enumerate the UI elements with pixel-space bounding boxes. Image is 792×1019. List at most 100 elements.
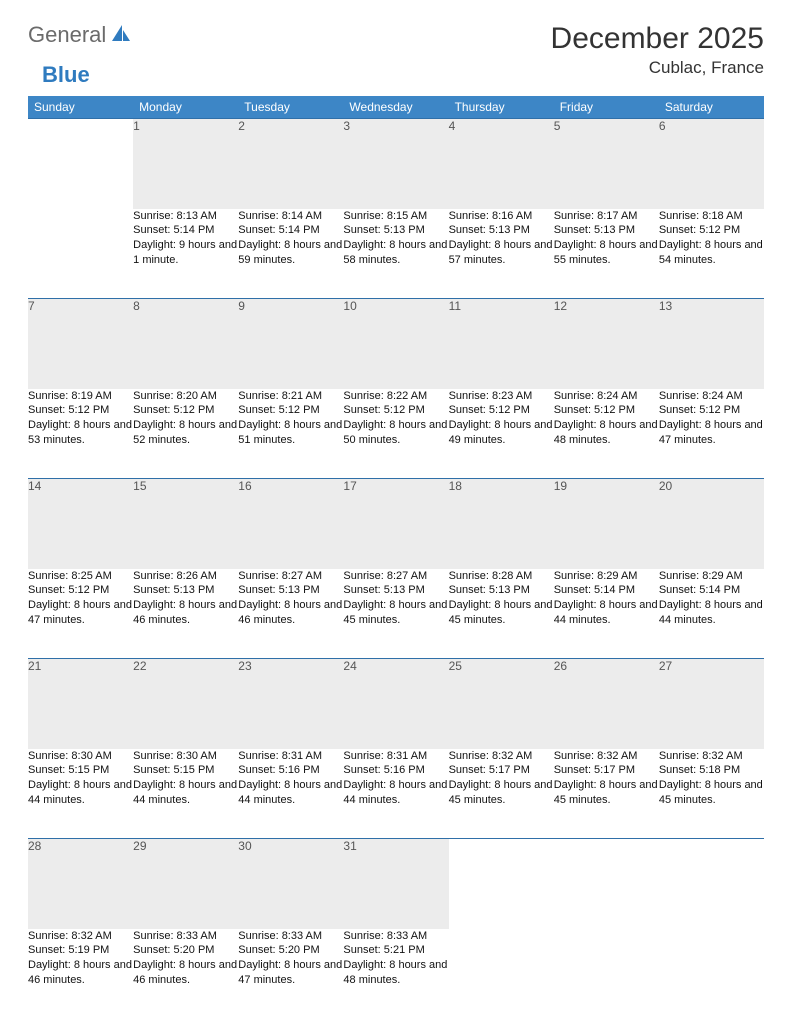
day-content-cell: Sunrise: 8:23 AMSunset: 5:12 PMDaylight:… [449,389,554,479]
day-content-cell: Sunrise: 8:20 AMSunset: 5:12 PMDaylight:… [133,389,238,479]
sunrise-line: Sunrise: 8:26 AM [133,569,238,584]
sunset-line: Sunset: 5:12 PM [659,403,764,418]
day-content-row: Sunrise: 8:32 AMSunset: 5:19 PMDaylight:… [28,929,764,1019]
location: Cublac, France [551,58,764,78]
sunset-line: Sunset: 5:13 PM [449,223,554,238]
day-number-cell: 16 [238,479,343,569]
daylight-line: Daylight: 8 hours and 48 minutes. [343,958,448,988]
weekday-header: Wednesday [343,96,448,119]
day-content-cell: Sunrise: 8:13 AMSunset: 5:14 PMDaylight:… [133,209,238,299]
day-number-row: 28293031 [28,839,764,929]
daylight-line: Daylight: 8 hours and 46 minutes. [28,958,133,988]
weekday-header: Saturday [659,96,764,119]
sunrise-line: Sunrise: 8:22 AM [343,389,448,404]
sunset-line: Sunset: 5:12 PM [28,403,133,418]
sunrise-line: Sunrise: 8:33 AM [343,929,448,944]
sunrise-line: Sunrise: 8:15 AM [343,209,448,224]
sunset-line: Sunset: 5:14 PM [659,583,764,598]
sunrise-line: Sunrise: 8:29 AM [659,569,764,584]
day-content-cell [659,929,764,1019]
day-number-cell: 13 [659,299,764,389]
sunset-line: Sunset: 5:13 PM [554,223,659,238]
day-number-cell: 25 [449,659,554,749]
daylight-line: Daylight: 8 hours and 45 minutes. [449,778,554,808]
sunrise-line: Sunrise: 8:18 AM [659,209,764,224]
weekday-header: Sunday [28,96,133,119]
daylight-line: Daylight: 8 hours and 47 minutes. [28,598,133,628]
day-content-cell: Sunrise: 8:14 AMSunset: 5:14 PMDaylight:… [238,209,343,299]
day-number-cell: 15 [133,479,238,569]
day-number-row: 14151617181920 [28,479,764,569]
day-number-cell: 28 [28,839,133,929]
daylight-line: Daylight: 8 hours and 45 minutes. [449,598,554,628]
sunrise-line: Sunrise: 8:30 AM [133,749,238,764]
day-content-cell: Sunrise: 8:22 AMSunset: 5:12 PMDaylight:… [343,389,448,479]
sunset-line: Sunset: 5:13 PM [133,583,238,598]
day-content-cell: Sunrise: 8:32 AMSunset: 5:18 PMDaylight:… [659,749,764,839]
day-number-row: 21222324252627 [28,659,764,749]
sunset-line: Sunset: 5:16 PM [343,763,448,778]
daylight-line: Daylight: 8 hours and 54 minutes. [659,238,764,268]
day-number-cell: 21 [28,659,133,749]
day-number-cell: 22 [133,659,238,749]
day-number-row: 123456 [28,119,764,209]
weekday-header: Thursday [449,96,554,119]
sunset-line: Sunset: 5:12 PM [449,403,554,418]
day-content-cell: Sunrise: 8:24 AMSunset: 5:12 PMDaylight:… [554,389,659,479]
daylight-line: Daylight: 8 hours and 59 minutes. [238,238,343,268]
calendar-table: SundayMondayTuesdayWednesdayThursdayFrid… [28,96,764,1019]
sunrise-line: Sunrise: 8:24 AM [659,389,764,404]
logo-text-blue: Blue [42,62,90,88]
day-content-cell: Sunrise: 8:16 AMSunset: 5:13 PMDaylight:… [449,209,554,299]
day-number-cell: 19 [554,479,659,569]
sunrise-line: Sunrise: 8:30 AM [28,749,133,764]
sunrise-line: Sunrise: 8:14 AM [238,209,343,224]
sunset-line: Sunset: 5:14 PM [554,583,659,598]
daylight-line: Daylight: 8 hours and 44 minutes. [28,778,133,808]
day-number-cell: 20 [659,479,764,569]
daylight-line: Daylight: 8 hours and 47 minutes. [659,418,764,448]
sunrise-line: Sunrise: 8:25 AM [28,569,133,584]
sunset-line: Sunset: 5:20 PM [238,943,343,958]
day-content-cell: Sunrise: 8:24 AMSunset: 5:12 PMDaylight:… [659,389,764,479]
day-content-cell: Sunrise: 8:25 AMSunset: 5:12 PMDaylight:… [28,569,133,659]
day-number-cell: 23 [238,659,343,749]
day-number-cell: 4 [449,119,554,209]
sunset-line: Sunset: 5:14 PM [238,223,343,238]
day-number-cell: 12 [554,299,659,389]
day-number-cell [449,839,554,929]
sunrise-line: Sunrise: 8:32 AM [449,749,554,764]
day-number-cell: 1 [133,119,238,209]
day-content-cell: Sunrise: 8:27 AMSunset: 5:13 PMDaylight:… [343,569,448,659]
weekday-header: Tuesday [238,96,343,119]
sunrise-line: Sunrise: 8:13 AM [133,209,238,224]
sunset-line: Sunset: 5:15 PM [28,763,133,778]
day-content-cell: Sunrise: 8:33 AMSunset: 5:20 PMDaylight:… [133,929,238,1019]
daylight-line: Daylight: 8 hours and 44 minutes. [554,598,659,628]
day-number-cell: 27 [659,659,764,749]
sunset-line: Sunset: 5:20 PM [133,943,238,958]
sunset-line: Sunset: 5:15 PM [133,763,238,778]
day-number-cell [28,119,133,209]
sunrise-line: Sunrise: 8:17 AM [554,209,659,224]
sunrise-line: Sunrise: 8:16 AM [449,209,554,224]
sunrise-line: Sunrise: 8:32 AM [659,749,764,764]
day-number-cell: 14 [28,479,133,569]
daylight-line: Daylight: 8 hours and 44 minutes. [238,778,343,808]
calendar-page: General December 2025 Cublac, France Blu… [0,0,792,1019]
sunset-line: Sunset: 5:17 PM [449,763,554,778]
day-number-row: 78910111213 [28,299,764,389]
day-content-cell: Sunrise: 8:31 AMSunset: 5:16 PMDaylight:… [343,749,448,839]
day-content-cell: Sunrise: 8:19 AMSunset: 5:12 PMDaylight:… [28,389,133,479]
day-content-cell: Sunrise: 8:29 AMSunset: 5:14 PMDaylight:… [554,569,659,659]
day-number-cell: 29 [133,839,238,929]
day-number-cell [554,839,659,929]
sunrise-line: Sunrise: 8:19 AM [28,389,133,404]
day-content-cell: Sunrise: 8:31 AMSunset: 5:16 PMDaylight:… [238,749,343,839]
sunset-line: Sunset: 5:21 PM [343,943,448,958]
daylight-line: Daylight: 8 hours and 45 minutes. [343,598,448,628]
daylight-line: Daylight: 8 hours and 46 minutes. [133,958,238,988]
sunset-line: Sunset: 5:12 PM [343,403,448,418]
sunset-line: Sunset: 5:14 PM [133,223,238,238]
day-number-cell: 7 [28,299,133,389]
